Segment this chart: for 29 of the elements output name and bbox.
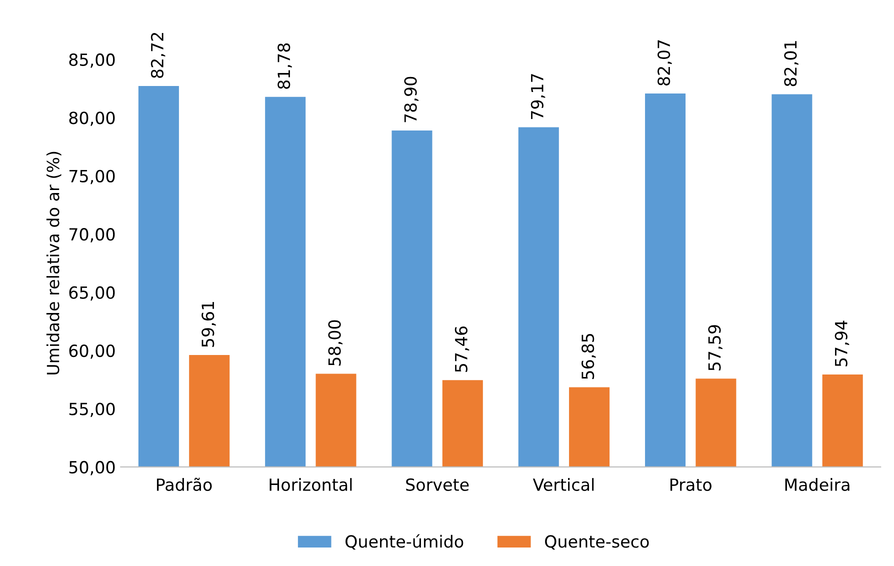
data-label: 57,94 [834, 320, 850, 366]
y-tick-label: 85,00 [69, 53, 115, 68]
legend-label: Quente-seco [545, 535, 649, 550]
y-tick-label: 60,00 [69, 344, 115, 359]
x-tick-label: Madeira [785, 478, 850, 491]
x-tick-label: Vertical [532, 478, 594, 491]
y-axis-title: Umidade relativa do ar (%) [46, 152, 62, 374]
data-label: 82,01 [784, 41, 798, 86]
data-label: 82,07 [658, 40, 672, 86]
data-label: 57,59 [708, 325, 722, 370]
data-label: 59,61 [202, 302, 216, 347]
x-tick-label: Prato [670, 478, 712, 491]
x-tick-label: Horizontal [270, 478, 352, 491]
y-tick-label: 50,00 [69, 460, 115, 476]
y-tick-label: 70,00 [69, 228, 115, 242]
data-label: 78,90 [404, 76, 419, 122]
x-tick-label: Padrão [156, 478, 212, 491]
data-label: 58,00 [328, 320, 343, 366]
y-tick-label: 55,00 [69, 402, 115, 417]
x-tick-label: Sorvete [406, 478, 469, 491]
legend-label: Quente-úmido [346, 534, 464, 550]
data-label: 56,85 [582, 334, 596, 379]
data-label: 81,78 [278, 43, 292, 89]
y-tick-label: 65,00 [69, 286, 115, 301]
data-label: 57,46 [454, 326, 470, 372]
y-tick-label: 80,00 [69, 112, 115, 126]
data-label: 79,17 [530, 74, 546, 119]
data-label: 82,72 [150, 32, 166, 78]
y-tick-label: 75,00 [69, 170, 115, 184]
